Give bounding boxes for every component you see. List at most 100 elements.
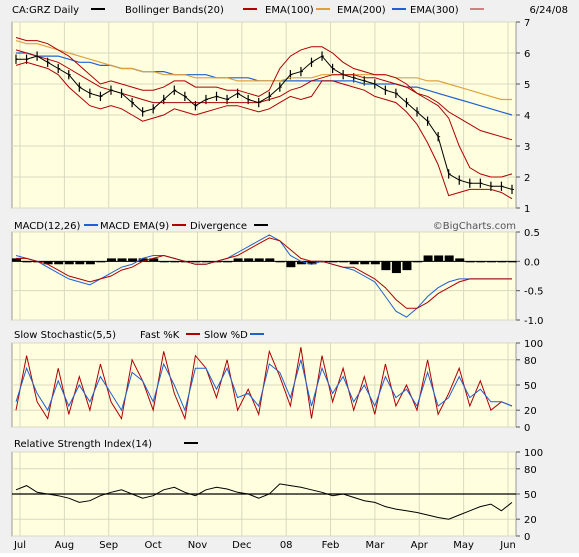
fast-k-label: Fast %K [140, 330, 180, 341]
divergence-bar [339, 261, 349, 263]
divergence-bar [117, 258, 127, 262]
divergence-bar [128, 258, 138, 262]
macd-ema-label: MACD EMA(9) [100, 221, 169, 232]
ema300-legend-label: EMA(300) [410, 5, 459, 16]
bb-legend-label: Bollinger Bands(20) [125, 5, 224, 16]
macd-title: MACD(12,26) [14, 221, 81, 232]
ema300-swatch [470, 8, 484, 10]
x-tick-label: Mar [365, 540, 385, 551]
macd-swatch [84, 224, 98, 226]
y-tick-label: 20 [524, 406, 537, 417]
divergence-bar [402, 261, 412, 271]
ema100-legend-label: EMA(100) [265, 5, 314, 16]
y-tick-label: 50 [524, 381, 537, 392]
y-tick-label: 0.5 [524, 228, 540, 239]
divergence-bar [328, 261, 338, 263]
divergence-bar [455, 258, 465, 262]
divergence-bar [64, 261, 74, 265]
slow-d-line [15, 359, 513, 412]
divergence-bar [476, 261, 486, 263]
rsi-title: Relative Strength Index(14) [14, 439, 152, 450]
y-tick-label: 20 [524, 515, 537, 526]
y-tick-label: 80 [524, 465, 537, 476]
x-tick-label: Jul [13, 540, 26, 551]
divergence-bar [275, 261, 285, 263]
divergence-label: Divergence [190, 221, 247, 232]
y-tick-label: 7 [524, 18, 530, 29]
y-tick-label: -1.0 [524, 316, 544, 327]
y-tick-label: 0 [524, 423, 530, 434]
slow-d-swatch [250, 333, 264, 335]
x-tick-label: Nov [188, 540, 208, 551]
x-tick-label: Sep [99, 540, 118, 551]
x-tick-label: Apr [411, 540, 429, 551]
divergence-bar [106, 258, 116, 262]
divergence-swatch [254, 224, 268, 226]
symbol-label: CA:GRZ Daily [12, 5, 79, 16]
divergence-bar [75, 261, 85, 265]
rsi-swatch [184, 442, 198, 444]
y-tick-label: 100 [524, 448, 543, 459]
x-tick-label: 08 [280, 540, 293, 551]
axis-layer: Jul Aug Sep Oct Nov Dec 08 Feb Mar Apr May Jun 1 2 3 4 5… [13, 18, 544, 551]
divergence-bar [307, 261, 317, 265]
macd-ema-swatch [172, 224, 186, 226]
x-tick-label: Aug [55, 540, 75, 551]
x-tick-label: Feb [322, 540, 340, 551]
fast-k-line [15, 347, 513, 421]
y-tick-label: 1 [524, 204, 530, 215]
slow-d-label: Slow %D [204, 330, 248, 341]
ema100-line [15, 49, 513, 141]
y-tick-label: 50 [524, 490, 537, 501]
bb-swatch [243, 8, 257, 10]
divergence-bar [201, 261, 211, 263]
divergence-bar [286, 261, 296, 268]
chart-date: 6/24/08 [529, 5, 568, 16]
bb-upper-line [15, 37, 513, 178]
bb-lower-line [15, 61, 513, 200]
divergence-bar [12, 258, 21, 262]
divergence-bar [223, 261, 233, 263]
macd-panel [11, 231, 517, 321]
ema200-legend-label: EMA(200) [337, 5, 386, 16]
x-tick-label: Jun [499, 540, 516, 551]
divergence-bar [191, 261, 201, 263]
divergence-bar [265, 258, 275, 262]
divergence-bar [149, 258, 159, 262]
y-tick-label: 0 [524, 532, 530, 543]
y-tick-label: -0.5 [524, 287, 544, 298]
y-tick-label: 0.0 [524, 257, 540, 268]
ema200-swatch [392, 8, 406, 10]
divergence-bar [349, 261, 359, 265]
divergence-bar [444, 255, 454, 262]
divergence-bar [85, 261, 95, 265]
divergence-bar [233, 258, 243, 262]
divergence-bar [244, 258, 254, 262]
divergence-bar [43, 261, 53, 265]
divergence-bar [54, 261, 64, 265]
y-tick-label: 3 [524, 142, 530, 153]
divergence-bar [508, 261, 517, 263]
watermark: ©BigCharts.com [433, 221, 516, 232]
divergence-bar [486, 261, 496, 263]
divergence-bar [360, 261, 370, 265]
divergence-bar [391, 261, 401, 274]
divergence-bar [423, 255, 433, 262]
symbol-line-swatch [91, 8, 105, 10]
ema200-line [15, 40, 512, 101]
y-tick-label: 80 [524, 356, 537, 367]
divergence-bar [254, 258, 264, 262]
y-tick-label: 2 [524, 173, 530, 184]
series-layer [12, 37, 517, 520]
divergence-bar [296, 261, 306, 265]
divergence-bar [22, 261, 32, 263]
divergence-bar [497, 261, 507, 263]
fast-k-swatch [186, 333, 200, 335]
y-tick-label: 4 [524, 111, 530, 122]
divergence-bar [370, 261, 380, 265]
divergence-bar [434, 255, 444, 262]
divergence-bar [212, 261, 222, 263]
stoch-title: Slow Stochastic(5,5) [14, 330, 116, 341]
rsi-line [15, 483, 513, 520]
